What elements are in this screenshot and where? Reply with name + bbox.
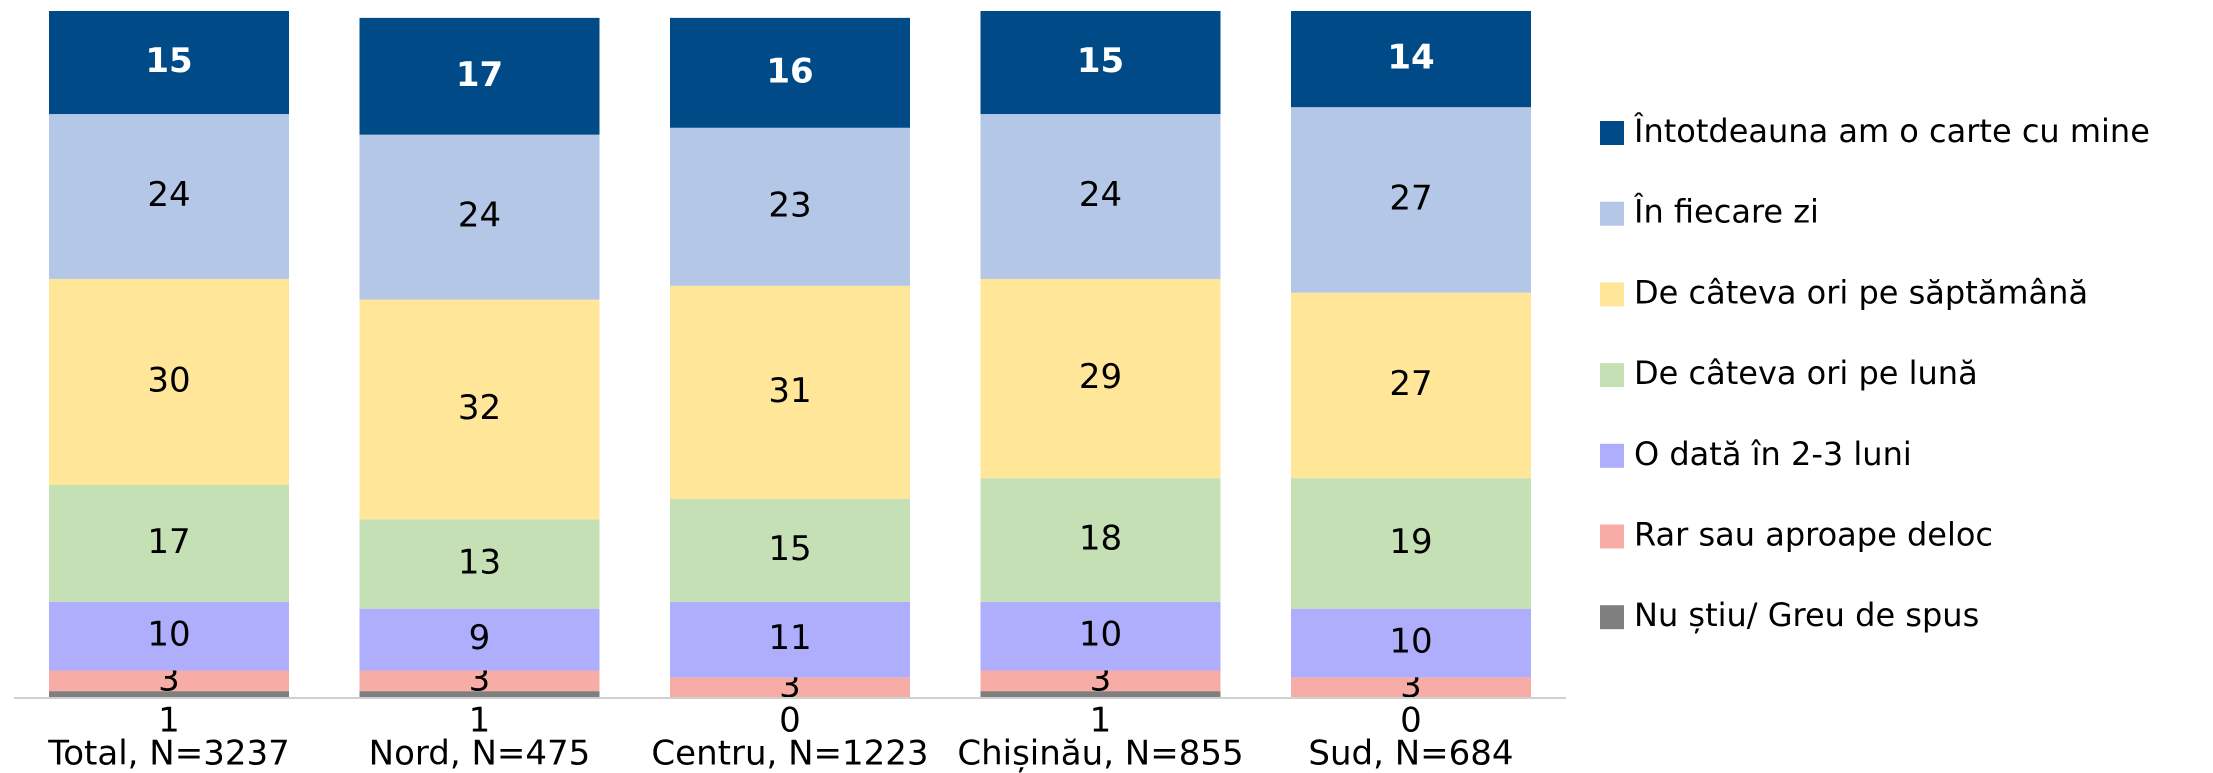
data-label: 17 — [147, 522, 190, 562]
legend-label: De câteva ori pe săptămână — [1634, 273, 2088, 311]
bar-segment — [359, 519, 600, 609]
bar-segment — [980, 691, 1221, 698]
bar-segment — [670, 127, 910, 286]
bar-segment — [980, 11, 1221, 115]
bar-segment — [1291, 478, 1531, 609]
legend-swatch — [1600, 605, 1624, 630]
legend-swatch — [1600, 443, 1624, 468]
bar-segment — [49, 601, 289, 671]
data-label: 0 — [779, 701, 801, 741]
bar-segment — [980, 278, 1221, 479]
data-label: 24 — [458, 196, 501, 236]
data-label: 10 — [1389, 622, 1432, 662]
bar-segment — [359, 608, 600, 671]
bar-segment — [359, 691, 600, 698]
bar-segment — [980, 114, 1221, 279]
data-label: 24 — [1079, 175, 1122, 215]
bar-segment — [49, 691, 289, 698]
legend: Nu știu/ Greu de spus Rar sau aproape del… — [1600, 112, 2150, 634]
x-tick-label: Nord, N=475 — [369, 734, 591, 773]
bar-segment — [49, 114, 289, 279]
legend-label: Rar sau aproape deloc — [1634, 516, 1993, 554]
bar-segment — [49, 278, 289, 486]
bar-segment — [670, 601, 910, 678]
bar-segment — [670, 498, 910, 602]
legend-label: Nu știu/ Greu de spus — [1634, 596, 1979, 634]
data-label: 16 — [766, 51, 813, 91]
data-label: 18 — [1079, 518, 1122, 558]
data-label: 1 — [1090, 701, 1112, 741]
bar-segment — [49, 485, 289, 602]
data-label: 1 — [158, 701, 180, 741]
bar-segment — [359, 17, 600, 135]
data-label: 9 — [469, 618, 491, 658]
data-label: 14 — [1387, 38, 1434, 78]
data-label: 31 — [768, 371, 811, 411]
legend-swatch — [1600, 121, 1624, 145]
legend-label: De câteva ori pe lună — [1634, 354, 1978, 392]
data-label: 13 — [458, 543, 501, 583]
data-label: 0 — [1400, 701, 1422, 741]
bar-segment — [359, 299, 600, 520]
data-label: 10 — [1079, 615, 1122, 655]
data-label: 17 — [456, 55, 503, 95]
data-label: 1 — [469, 701, 491, 741]
x-tick-label: Total, N=3237 — [47, 734, 289, 773]
data-label: 15 — [145, 41, 192, 81]
data-label: 23 — [768, 185, 811, 225]
legend-label: Întotdeauna am o carte cu mine — [1633, 112, 2150, 150]
bar-segment — [49, 670, 289, 692]
bar-segment — [670, 677, 910, 698]
bar-segment — [359, 134, 600, 300]
data-label: 29 — [1079, 357, 1122, 397]
x-tick-label: Centru, N=1223 — [651, 734, 928, 773]
legend-swatch — [1600, 282, 1624, 307]
data-label: 10 — [147, 615, 190, 655]
bar-segment — [1291, 608, 1531, 678]
data-label: 24 — [147, 175, 190, 215]
bar-segment — [359, 670, 600, 692]
x-tick-label: Chișinău, N=855 — [957, 734, 1243, 773]
bar-segment — [1291, 11, 1531, 108]
data-label: 15 — [1077, 41, 1124, 81]
data-label: 15 — [768, 529, 811, 569]
bar-segment — [980, 478, 1221, 602]
data-label: 27 — [1389, 364, 1432, 404]
bar-segment — [980, 670, 1221, 692]
bar-segment — [670, 285, 910, 499]
data-label: 19 — [1389, 522, 1432, 562]
data-label: 30 — [147, 360, 190, 400]
legend-swatch — [1600, 201, 1624, 226]
data-label: 27 — [1389, 178, 1432, 218]
bar-segment — [670, 17, 910, 128]
bar-segment — [1291, 292, 1531, 479]
x-tick-label: Sud, N=684 — [1308, 734, 1513, 773]
legend-swatch — [1600, 524, 1624, 549]
bar-segment — [49, 11, 289, 115]
data-label: 32 — [458, 388, 501, 428]
bar-segment — [1291, 107, 1531, 293]
data-label: 11 — [768, 618, 811, 658]
legend-label: În fiecare zi — [1633, 193, 1819, 231]
legend-swatch — [1600, 363, 1624, 388]
bar-segment — [1291, 677, 1531, 698]
bar-segment — [980, 601, 1221, 671]
legend-label: O dată în 2-3 luni — [1634, 435, 1912, 473]
